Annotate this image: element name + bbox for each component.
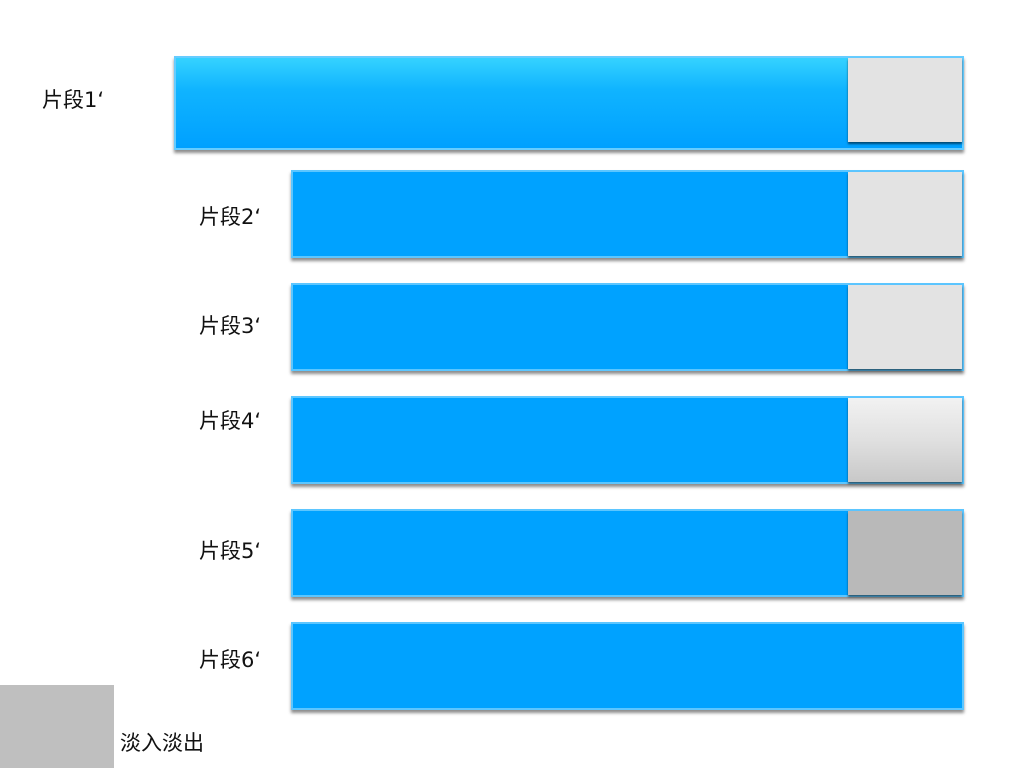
segment-6-bar — [291, 622, 964, 710]
segment-5-label: 片段5‘ — [199, 539, 262, 563]
segment-6-label: 片段6‘ — [199, 648, 262, 672]
segment-5-bar — [291, 509, 964, 597]
segment-3-label: 片段3‘ — [199, 314, 262, 338]
segment-4-tail — [848, 398, 962, 482]
segment-1-bar — [174, 56, 964, 150]
fade-swatch — [0, 685, 114, 768]
segment-5-tail — [848, 511, 962, 595]
segment-2-tail — [848, 172, 962, 256]
segment-1-tail — [848, 58, 962, 142]
segment-1-label: 片段1‘ — [42, 88, 105, 112]
fade-label: 淡入淡出 — [120, 731, 204, 755]
segment-3-bar — [291, 283, 964, 371]
segment-2-label: 片段2‘ — [199, 205, 262, 229]
segment-2-bar — [291, 170, 964, 258]
segment-4-bar — [291, 396, 964, 484]
segment-4-label: 片段4‘ — [199, 409, 262, 433]
segment-3-tail — [848, 285, 962, 369]
